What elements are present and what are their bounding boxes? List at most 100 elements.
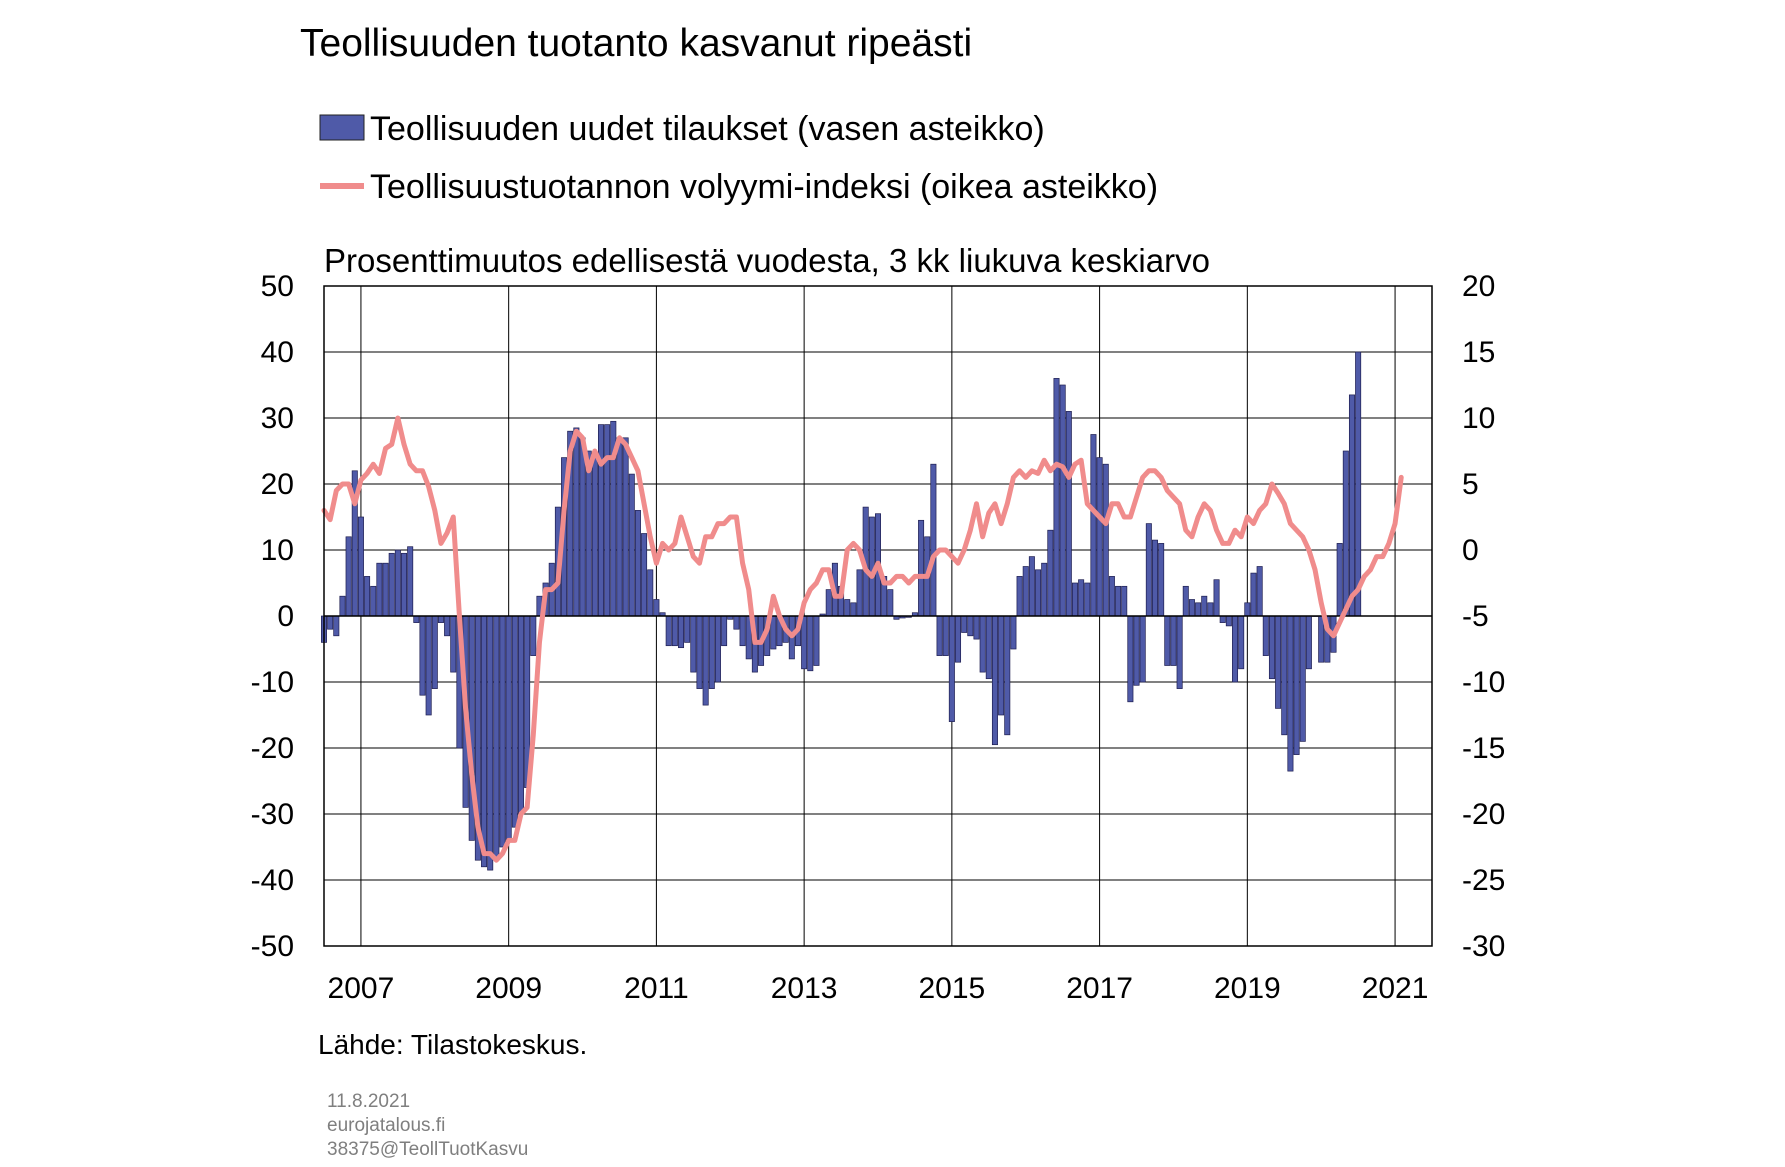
bar <box>684 615 691 643</box>
right-tick-label: 5 <box>1462 468 1479 501</box>
right-tick-label: -25 <box>1462 864 1505 897</box>
bar-series <box>321 351 1362 871</box>
bar <box>622 437 629 617</box>
bar <box>505 615 512 841</box>
bar <box>413 615 420 623</box>
bar <box>979 615 986 673</box>
bar <box>1213 579 1220 617</box>
legend-label-production: Teollisuustuotannon volyymi-indeksi (oik… <box>370 168 1158 206</box>
left-tick-label: 40 <box>261 336 294 369</box>
bar <box>1293 615 1300 755</box>
left-tick-label: 30 <box>261 402 294 435</box>
bar <box>1145 523 1152 617</box>
x-tick-label: 2011 <box>624 972 689 1005</box>
bar <box>487 615 494 871</box>
bar <box>1287 615 1294 772</box>
bar <box>1201 595 1208 617</box>
bar <box>437 615 444 623</box>
bar <box>868 516 875 617</box>
bar <box>401 552 408 617</box>
bar <box>1336 543 1343 617</box>
bar <box>1182 585 1189 617</box>
bar <box>419 615 426 696</box>
bar <box>930 463 937 617</box>
bar <box>530 615 537 656</box>
bar <box>801 615 808 670</box>
x-tick-label: 2013 <box>771 972 838 1005</box>
legend-label-orders: Teollisuuden uudet tilaukset (vasen aste… <box>370 110 1045 148</box>
bar <box>1305 615 1312 670</box>
bar <box>850 602 857 617</box>
bar <box>573 427 580 617</box>
bar <box>1158 543 1165 617</box>
bar <box>1318 615 1325 663</box>
bar <box>1041 562 1048 617</box>
bar <box>407 546 414 617</box>
bar <box>585 450 592 617</box>
right-tick-label: 20 <box>1462 270 1495 303</box>
bar <box>653 599 660 617</box>
bar <box>616 437 623 617</box>
bar <box>1102 463 1109 617</box>
x-tick-label: 2007 <box>328 972 395 1005</box>
left-tick-label: -20 <box>251 732 294 765</box>
bar <box>991 615 998 746</box>
bar <box>1084 582 1091 617</box>
right-tick-label: -15 <box>1462 732 1505 765</box>
right-tick-label: -20 <box>1462 798 1505 831</box>
left-tick-label: -30 <box>251 798 294 831</box>
bar <box>1207 602 1214 617</box>
bar <box>690 615 697 673</box>
x-axis: 2007 2009 2011 2013 2015 2017 2019 2021 <box>328 972 1429 1005</box>
bar <box>1035 569 1042 617</box>
bar <box>1348 394 1355 617</box>
bar <box>634 510 641 617</box>
bar <box>1139 615 1146 683</box>
bar <box>1053 378 1060 617</box>
bar <box>425 615 432 716</box>
bar <box>481 615 488 868</box>
footer-site: eurojatalous.fi <box>327 1115 445 1136</box>
bar <box>1355 351 1362 617</box>
legend-swatch-orders <box>319 114 365 141</box>
bar <box>998 615 1005 716</box>
bar <box>714 615 721 683</box>
bar <box>721 615 728 647</box>
bar <box>1342 450 1349 617</box>
bar <box>1164 615 1171 666</box>
bar <box>973 615 980 640</box>
bar <box>1028 556 1035 617</box>
source-note: Lähde: Tilastokeskus. <box>318 1029 587 1060</box>
bar <box>807 615 814 672</box>
bar <box>394 549 401 617</box>
bar <box>499 615 506 848</box>
chart-subtitle: Prosenttimuutos edellisestä vuodesta, 3 … <box>324 242 1210 279</box>
bar <box>647 569 654 617</box>
bar <box>1238 615 1245 670</box>
bar <box>579 437 586 617</box>
bar <box>1176 615 1183 689</box>
left-tick-label: 50 <box>261 270 294 303</box>
bar <box>678 615 685 649</box>
bar <box>985 615 992 680</box>
bar <box>936 615 943 656</box>
right-tick-label: -30 <box>1462 930 1505 963</box>
bar <box>696 615 703 689</box>
left-tick-label: -40 <box>251 864 294 897</box>
x-tick-label: 2019 <box>1214 972 1281 1005</box>
bar <box>825 589 832 617</box>
bar <box>671 615 678 647</box>
bar <box>770 615 777 650</box>
bar <box>1151 539 1158 617</box>
bar <box>1256 566 1263 617</box>
left-tick-label: 20 <box>261 468 294 501</box>
bar <box>1065 411 1072 617</box>
bar <box>1108 576 1115 617</box>
bar <box>1195 602 1202 617</box>
bar <box>604 424 611 617</box>
footer-code: 38375@TeollTuotKasvu <box>327 1139 528 1160</box>
left-axis: 50 40 30 20 10 0 -10 -20 -30 -40 -50 <box>251 270 294 963</box>
bar <box>628 473 635 617</box>
x-tick-label: 2021 <box>1362 972 1429 1005</box>
